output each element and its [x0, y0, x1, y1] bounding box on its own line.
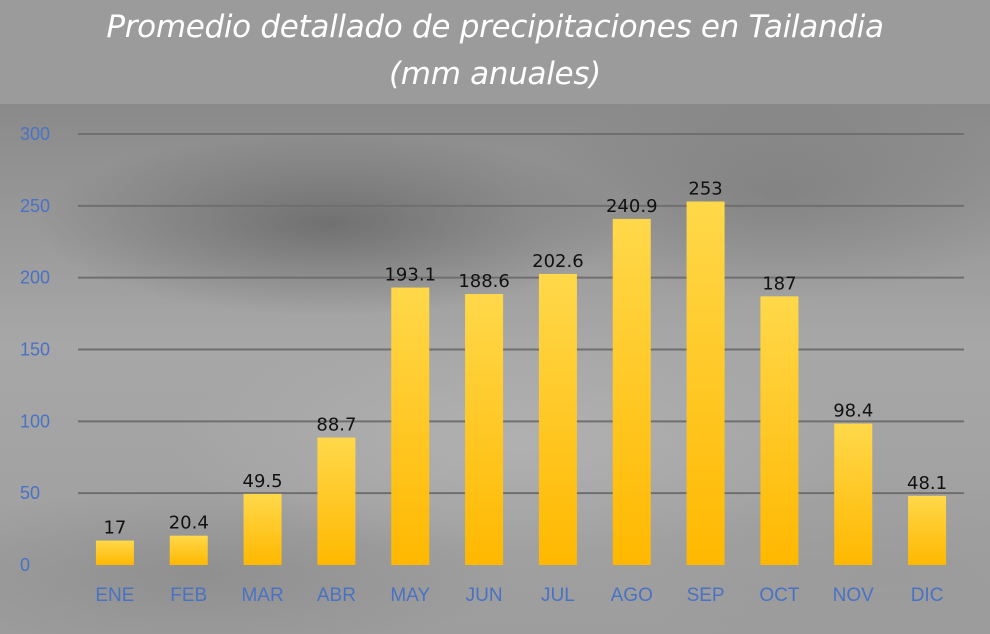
- x-tick-label: SEP: [687, 585, 725, 606]
- y-tick-label: 200: [20, 268, 50, 288]
- bar-jul: [538, 273, 577, 565]
- y-tick-label: 150: [20, 340, 50, 360]
- bar-chart: 0 50 100 150 200 250 300 17 20.4 49.5 88.7 193.1 18…: [20, 124, 964, 606]
- bar-nov: [834, 423, 873, 565]
- x-tick-label: DIC: [911, 585, 944, 606]
- y-axis: 0 50 100 150 200 250 300: [20, 124, 50, 575]
- chart-title-line-2: (mm anuales): [389, 56, 601, 92]
- x-tick-label: FEB: [170, 585, 207, 606]
- y-tick-label: 50: [20, 483, 40, 503]
- bar-dic: [908, 495, 947, 565]
- chart-title: Promedio detallado de precipitaciones en…: [0, 4, 990, 98]
- data-label: 240.9: [606, 196, 658, 217]
- data-label: 193.1: [384, 265, 436, 286]
- plot-area: 0 50 100 150 200 250 300 17 20.4 49.5 88.7 193.1 18…: [0, 104, 990, 634]
- bar-feb: [169, 535, 208, 565]
- data-label: 48.1: [907, 473, 947, 494]
- data-label: 188.6: [458, 271, 510, 292]
- title-band: Promedio detallado de precipitaciones en…: [0, 0, 990, 104]
- bar-oct: [760, 296, 799, 565]
- data-labels: 17 20.4 49.5 88.7 193.1 188.6 202.6 240.9 253 187…: [103, 179, 947, 539]
- x-tick-label: OCT: [759, 585, 800, 606]
- data-label: 98.4: [833, 401, 873, 422]
- bar-abr: [317, 437, 356, 565]
- data-label: 20.4: [169, 513, 209, 534]
- x-tick-label: MAY: [390, 585, 430, 606]
- y-tick-label: 300: [20, 124, 50, 144]
- bar-ago: [612, 218, 651, 566]
- x-tick-label: ABR: [317, 585, 356, 606]
- data-label: 253: [688, 179, 722, 200]
- y-tick-label: 250: [20, 196, 50, 216]
- x-tick-label: JUL: [541, 585, 575, 606]
- bars: [95, 201, 947, 566]
- x-tick-label: ENE: [95, 585, 134, 606]
- y-tick-label: 100: [20, 411, 50, 431]
- data-label: 187: [762, 273, 796, 294]
- data-label: 49.5: [243, 471, 283, 492]
- bar-ene: [95, 540, 134, 565]
- chart-title-line-1: Promedio detallado de precipitaciones en…: [106, 9, 884, 45]
- x-axis: ENE FEB MAR ABR MAY JUN JUL AGO SEP OCT NOV DIC: [95, 585, 943, 606]
- bar-jun: [465, 294, 504, 565]
- y-tick-label: 0: [20, 555, 30, 575]
- x-tick-label: MAR: [241, 585, 283, 606]
- bar-may: [391, 287, 430, 565]
- bar-mar: [243, 493, 282, 565]
- data-label: 88.7: [316, 415, 356, 436]
- x-tick-label: AGO: [611, 585, 653, 606]
- data-label: 202.6: [532, 251, 584, 272]
- x-tick-label: JUN: [466, 585, 503, 606]
- x-tick-label: NOV: [833, 585, 875, 606]
- bar-sep: [686, 201, 725, 566]
- gridlines: [78, 133, 964, 495]
- data-label: 17: [103, 518, 126, 539]
